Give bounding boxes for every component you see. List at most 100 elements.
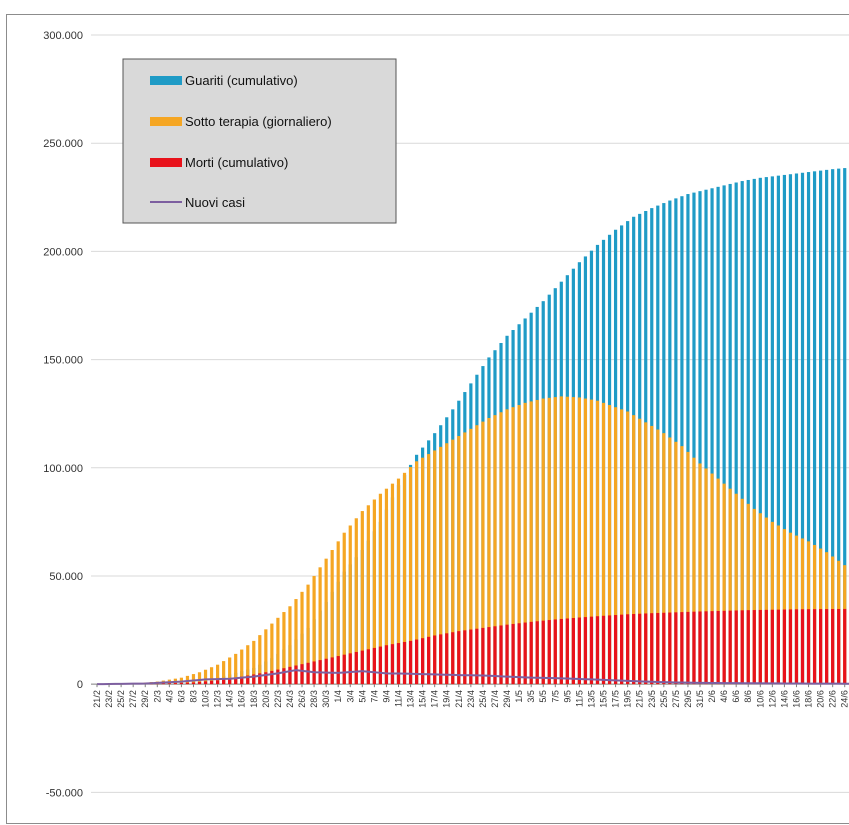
bar-guariti <box>819 170 823 685</box>
bar-morti <box>837 608 841 685</box>
bar-sotto-terapia <box>330 550 334 685</box>
bar-sotto-terapia <box>421 457 425 685</box>
x-tick-label: 10/6 <box>755 690 765 708</box>
bar-sotto-terapia <box>788 532 793 685</box>
x-tick-label: 12/3 <box>213 690 223 708</box>
bar-morti <box>360 650 364 685</box>
bar-sotto-terapia <box>318 567 322 685</box>
bar-sotto-terapia <box>487 418 491 685</box>
bar-morti <box>559 618 563 685</box>
bar-sotto-terapia <box>511 407 515 685</box>
bar-sotto-terapia <box>197 672 202 685</box>
x-tick-label: 19/4 <box>442 690 452 708</box>
bar-morti <box>209 680 214 685</box>
x-tick-label: 2/3 <box>152 690 162 703</box>
bar-morti <box>740 610 744 685</box>
bar-morti <box>167 683 171 685</box>
x-tick-label: 17/5 <box>611 690 621 708</box>
bar-morti <box>819 609 823 685</box>
bar-morti <box>433 635 437 685</box>
bar-sotto-terapia <box>632 415 636 685</box>
bar-morti <box>535 621 539 685</box>
bar-sotto-terapia <box>366 505 370 685</box>
bar-morti <box>644 613 648 685</box>
bar-sotto-terapia <box>589 399 594 685</box>
bar-sotto-terapia <box>402 472 407 685</box>
bar-morti <box>414 639 419 685</box>
bar-sotto-terapia <box>203 669 208 685</box>
bar-sotto-terapia <box>246 645 250 685</box>
bar-sotto-terapia <box>191 674 196 685</box>
x-tick-label: 21/4 <box>454 690 464 708</box>
bar-guariti <box>704 189 708 685</box>
bar-morti <box>728 610 732 685</box>
x-tick-label: 25/5 <box>659 690 669 708</box>
bar-sotto-terapia <box>228 657 232 685</box>
x-tick-label: 31/5 <box>695 690 705 708</box>
bar-morti <box>674 612 678 685</box>
bar-sotto-terapia <box>499 412 503 685</box>
bar-morti <box>770 609 774 685</box>
bar-sotto-terapia <box>638 418 642 685</box>
bar-morti <box>451 632 455 685</box>
x-tick-label: 6/6 <box>731 690 741 703</box>
legend-label-guariti: Guariti (cumulativo) <box>185 73 298 88</box>
bar-morti <box>650 613 654 685</box>
bar-sotto-terapia <box>740 498 744 685</box>
x-tick-label: 13/5 <box>586 690 596 708</box>
bar-guariti <box>674 198 678 685</box>
x-tick-label: 15/4 <box>418 690 428 708</box>
bar-morti <box>197 681 202 685</box>
bar-morti <box>203 681 208 685</box>
bar-sotto-terapia <box>728 488 732 685</box>
bar-sotto-terapia <box>270 623 274 685</box>
x-tick-label: 23/5 <box>647 690 657 708</box>
bar-morti <box>583 617 588 685</box>
x-tick-label: 12/6 <box>767 690 777 708</box>
bar-morti <box>692 611 696 685</box>
bar-morti <box>288 666 292 685</box>
bar-morti <box>547 620 551 685</box>
bar-morti <box>843 608 847 685</box>
bar-morti <box>565 618 569 685</box>
bar-guariti <box>716 186 720 685</box>
x-tick-label: 29/2 <box>140 690 150 708</box>
x-tick-label: 24/6 <box>840 690 849 708</box>
legend-swatch-morti <box>150 158 182 167</box>
line-nuovi-casi <box>96 669 849 686</box>
legend-label-nuovi-casi: Nuovi casi <box>185 195 245 210</box>
bar-morti <box>541 620 545 685</box>
x-tick-label: 18/3 <box>249 690 259 708</box>
bar-morti <box>173 683 177 685</box>
bar-morti <box>366 649 370 685</box>
bar-sotto-terapia <box>185 675 190 685</box>
bar-sotto-terapia <box>553 397 557 685</box>
bar-morti <box>252 674 256 685</box>
x-tick-label: 29/4 <box>502 690 512 708</box>
bar-morti <box>722 610 726 685</box>
y-tick-label: 150.000 <box>43 355 83 367</box>
bar-sotto-terapia <box>613 407 618 685</box>
legend-label-sotto-terapia: Sotto terapia (giornaliero) <box>185 114 332 129</box>
bar-sotto-terapia <box>577 397 581 685</box>
bar-morti <box>270 670 274 685</box>
bar-morti <box>595 616 600 685</box>
bar-morti <box>276 669 280 685</box>
bar-morti <box>686 611 690 685</box>
x-tick-label: 5/4 <box>357 690 367 703</box>
bar-sotto-terapia <box>264 629 268 685</box>
bar-sotto-terapia <box>439 446 443 685</box>
bar-guariti <box>698 191 702 685</box>
bar-morti <box>511 623 515 685</box>
bar-sotto-terapia <box>451 439 455 685</box>
x-tick-label: 13/4 <box>406 690 416 708</box>
bar-morti <box>155 683 159 685</box>
bar-morti <box>439 634 443 685</box>
bar-guariti <box>734 182 738 685</box>
bar-morti <box>469 629 473 685</box>
bar-morti <box>601 615 606 685</box>
bar-morti <box>282 668 286 685</box>
bar-morti <box>680 612 684 685</box>
bar-sotto-terapia <box>710 473 714 685</box>
bar-sotto-terapia <box>680 446 684 685</box>
